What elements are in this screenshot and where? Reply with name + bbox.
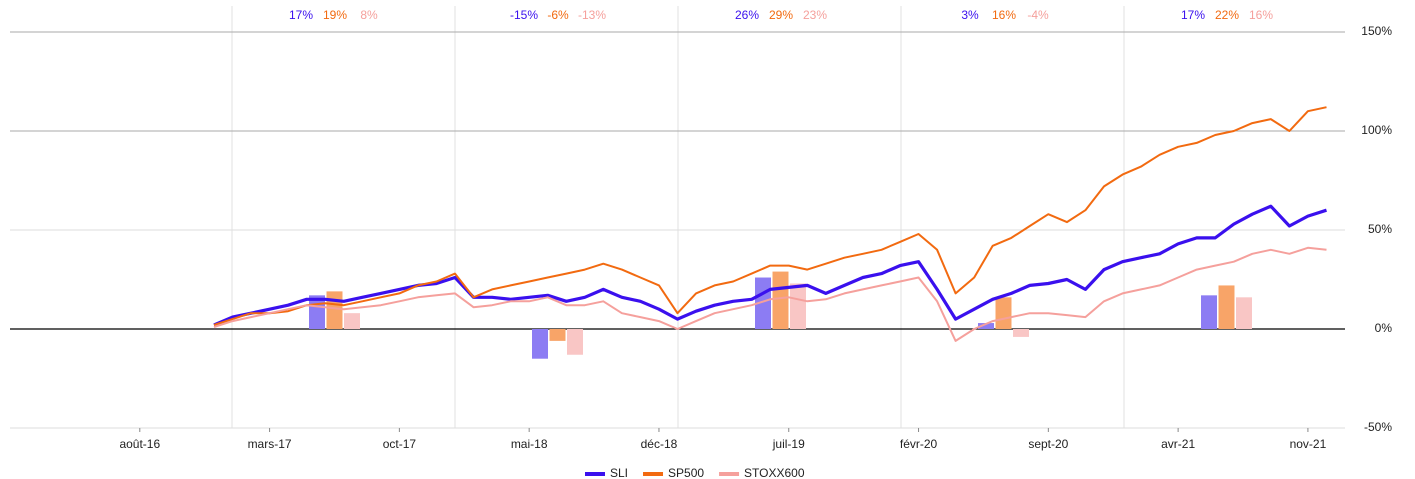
x-tick-label: sept-20 [1028, 437, 1068, 451]
bar [532, 329, 548, 359]
bar-value-label: -13% [578, 8, 606, 22]
bar-value-label: -6% [547, 8, 569, 22]
bar-value-label: 23% [803, 8, 827, 22]
x-tick-label: oct-17 [383, 437, 417, 451]
y-tick-label: 100% [1361, 123, 1392, 137]
bar-value-label: 16% [992, 8, 1016, 22]
bar [1218, 285, 1235, 329]
x-tick-label: mars-17 [248, 437, 292, 451]
bar [1201, 295, 1217, 329]
series-line [213, 246, 1327, 342]
legend-label: SLI [610, 466, 628, 479]
y-tick-label: 0% [1375, 321, 1393, 335]
x-tick-label: déc-18 [641, 437, 678, 451]
y-tick-label: 150% [1361, 24, 1392, 38]
bar-value-label: 3% [961, 8, 979, 22]
bar [978, 323, 994, 329]
x-tick-label: avr-21 [1161, 437, 1195, 451]
legend-label: STOXX600 [744, 466, 805, 479]
bar [772, 271, 789, 329]
bar-value-label: 16% [1249, 8, 1273, 22]
bar-value-label: -4% [1027, 8, 1049, 22]
legend-label: SP500 [668, 466, 704, 479]
bar [549, 329, 566, 341]
bar-value-label: -15% [510, 8, 538, 22]
bar [1236, 297, 1252, 329]
x-tick-label: nov-21 [1290, 437, 1327, 451]
x-tick-label: août-16 [119, 437, 160, 451]
x-tick-label: mai-18 [511, 437, 548, 451]
bar-value-label: 26% [735, 8, 759, 22]
x-tick-label: févr-20 [900, 437, 938, 451]
y-tick-label: 50% [1368, 222, 1392, 236]
bar [995, 297, 1012, 329]
bar [344, 313, 360, 329]
bar-value-label: 17% [289, 8, 313, 22]
series-line [213, 106, 1327, 326]
bar-value-label: 19% [323, 8, 347, 22]
bar [567, 329, 583, 355]
bar-value-label: 17% [1181, 8, 1205, 22]
bar [326, 291, 343, 329]
series-line [213, 204, 1327, 327]
x-tick-label: juil-19 [772, 437, 805, 451]
bar [790, 283, 806, 329]
bar-value-label: 8% [360, 8, 378, 22]
y-tick-label: -50% [1364, 420, 1392, 434]
bar-value-label: 29% [769, 8, 793, 22]
bar-value-label: 22% [1215, 8, 1239, 22]
bar [1013, 329, 1029, 337]
